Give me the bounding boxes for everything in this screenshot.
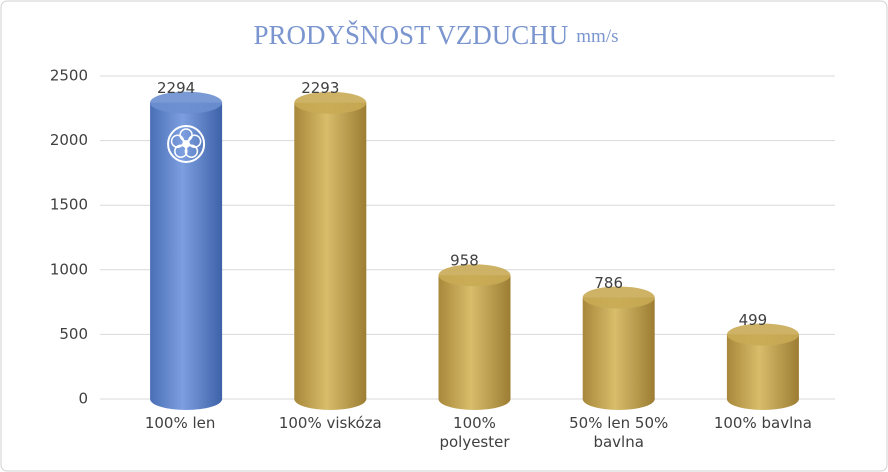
value-label: 2294 [157,79,195,97]
icon-petal [174,144,188,159]
value-label: 2293 [301,79,339,97]
icon-ring [167,125,206,163]
value-label: 786 [594,274,623,292]
x-tick-label: 100% len [144,414,216,432]
y-tick-label: 1500 [50,196,88,214]
bar [150,102,223,399]
bar-top [438,264,511,287]
y-tick-label: 2500 [50,67,88,85]
y-tick-label: 1000 [50,260,88,278]
icon-center [183,141,190,147]
x-tick-label: 50% len 50% bavlna [569,414,669,451]
icon-petal [184,144,199,159]
bar-top [150,91,223,114]
x-tick-label: 100% bavlna [713,414,812,432]
title-unit: mm/s [576,26,618,47]
y-tick-label: 500 [59,325,88,343]
bar-top [582,286,655,309]
bar [438,275,511,399]
icon-petal [187,134,202,148]
y-tick-label: 2000 [50,131,88,149]
icon-petal [170,134,185,148]
x-tick-label: 100% viskóza [278,414,382,432]
bar-top [294,91,367,114]
bar [582,297,655,399]
x-tick-label: 100% polyester [439,414,510,451]
y-tick-label: 0 [78,390,88,408]
value-label: 499 [739,311,768,329]
title-main: PRODYŠNOST VZDUCHU [253,20,568,50]
chart-title: PRODYŠNOST VZDUCHU mm/s [253,20,618,50]
bar [294,102,367,400]
bar-top [726,323,799,346]
value-label: 958 [450,252,479,270]
